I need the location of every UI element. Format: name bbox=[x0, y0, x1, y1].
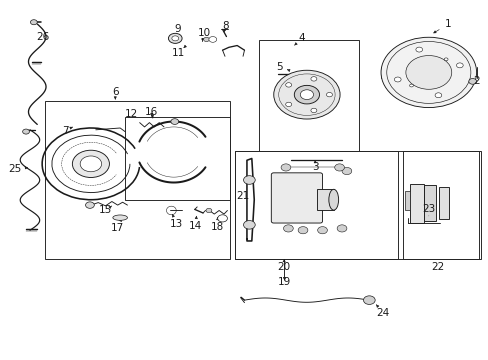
Circle shape bbox=[208, 37, 216, 42]
Circle shape bbox=[283, 225, 293, 232]
Ellipse shape bbox=[414, 58, 442, 87]
Bar bbox=[402, 151, 478, 259]
Circle shape bbox=[456, 63, 462, 68]
Circle shape bbox=[468, 78, 476, 84]
FancyBboxPatch shape bbox=[271, 173, 322, 223]
Circle shape bbox=[300, 90, 313, 99]
Text: 1: 1 bbox=[444, 19, 451, 29]
Text: 16: 16 bbox=[145, 107, 158, 117]
Circle shape bbox=[336, 225, 346, 232]
Circle shape bbox=[326, 93, 332, 97]
Bar bbox=[405, 191, 409, 211]
Bar bbox=[423, 185, 435, 221]
Bar bbox=[316, 189, 333, 211]
Circle shape bbox=[409, 84, 412, 87]
Text: 9: 9 bbox=[174, 24, 181, 35]
Text: 26: 26 bbox=[37, 32, 50, 41]
Circle shape bbox=[80, 156, 102, 172]
Circle shape bbox=[171, 36, 178, 41]
Circle shape bbox=[298, 226, 307, 234]
Circle shape bbox=[317, 226, 327, 234]
Text: 25: 25 bbox=[9, 163, 22, 174]
Circle shape bbox=[168, 33, 182, 43]
Circle shape bbox=[30, 20, 37, 25]
Text: 20: 20 bbox=[276, 262, 289, 272]
Circle shape bbox=[243, 176, 255, 184]
Text: 19: 19 bbox=[277, 277, 290, 287]
Text: 23: 23 bbox=[421, 204, 434, 215]
Circle shape bbox=[294, 85, 319, 104]
Text: 5: 5 bbox=[276, 62, 283, 72]
Circle shape bbox=[380, 37, 476, 108]
Circle shape bbox=[363, 296, 374, 305]
Circle shape bbox=[341, 167, 351, 175]
Text: 8: 8 bbox=[222, 21, 229, 31]
Circle shape bbox=[310, 77, 316, 81]
Bar bbox=[438, 187, 448, 220]
Bar bbox=[259, 40, 358, 158]
Text: 12: 12 bbox=[124, 109, 138, 119]
Text: 13: 13 bbox=[169, 219, 183, 229]
Circle shape bbox=[278, 74, 334, 115]
Bar bbox=[409, 184, 423, 223]
Circle shape bbox=[405, 55, 451, 89]
Circle shape bbox=[415, 47, 422, 52]
Bar bbox=[234, 151, 397, 259]
Text: 7: 7 bbox=[61, 126, 68, 135]
Text: 21: 21 bbox=[236, 191, 249, 201]
Ellipse shape bbox=[328, 189, 338, 210]
Circle shape bbox=[285, 102, 291, 107]
Bar bbox=[125, 117, 229, 200]
Circle shape bbox=[205, 208, 211, 213]
Circle shape bbox=[443, 58, 447, 61]
Circle shape bbox=[394, 77, 400, 82]
Ellipse shape bbox=[113, 215, 127, 220]
Text: 2: 2 bbox=[472, 76, 478, 86]
Bar bbox=[44, 101, 229, 259]
Text: 17: 17 bbox=[111, 224, 124, 233]
Bar bbox=[234, 151, 480, 259]
Text: 6: 6 bbox=[112, 87, 119, 97]
Circle shape bbox=[386, 41, 470, 103]
Circle shape bbox=[310, 108, 316, 113]
Text: 18: 18 bbox=[211, 222, 224, 232]
Text: 11: 11 bbox=[172, 48, 185, 58]
Circle shape bbox=[281, 164, 290, 171]
Circle shape bbox=[170, 119, 178, 125]
Circle shape bbox=[434, 93, 441, 98]
Text: 14: 14 bbox=[189, 221, 202, 230]
Text: 24: 24 bbox=[376, 308, 389, 318]
Text: 10: 10 bbox=[197, 28, 210, 38]
Text: 15: 15 bbox=[99, 206, 112, 216]
Circle shape bbox=[243, 221, 255, 229]
Text: 22: 22 bbox=[430, 262, 443, 272]
Circle shape bbox=[217, 215, 227, 222]
Text: 3: 3 bbox=[311, 162, 318, 172]
Circle shape bbox=[285, 83, 291, 87]
Circle shape bbox=[72, 150, 109, 177]
Circle shape bbox=[22, 129, 29, 134]
Circle shape bbox=[273, 70, 339, 119]
Circle shape bbox=[85, 202, 94, 208]
Text: 4: 4 bbox=[298, 33, 305, 43]
Circle shape bbox=[203, 37, 209, 41]
Circle shape bbox=[334, 164, 344, 171]
